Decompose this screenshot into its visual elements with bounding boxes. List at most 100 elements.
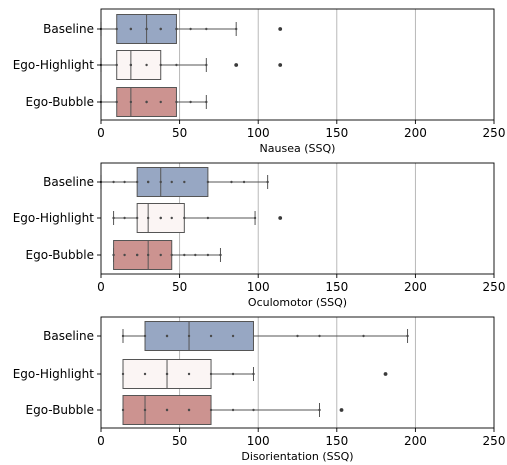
category-label: Ego-Highlight <box>13 58 95 72</box>
box-ego-highlight <box>99 50 283 80</box>
data-point <box>121 334 125 338</box>
x-tick-label: 0 <box>97 280 105 294</box>
box-ego-bubble <box>121 395 344 425</box>
data-point <box>143 334 147 338</box>
data-point <box>115 63 118 67</box>
box-baseline <box>99 167 269 197</box>
outlier-point <box>278 27 283 31</box>
box-ego-bubble <box>112 240 222 270</box>
data-point <box>129 63 133 67</box>
data-point <box>209 408 213 412</box>
data-point <box>318 334 321 338</box>
data-point <box>159 253 162 257</box>
chart-panel-3: Baseline Ego-Highlight Ego-Bubble 0 50 100 150… <box>13 316 506 463</box>
data-point <box>165 408 169 412</box>
data-point <box>112 253 115 257</box>
data-point <box>175 100 178 104</box>
x-tick-label: 0 <box>97 434 105 448</box>
x-tick-label: 50 <box>172 280 187 294</box>
data-point <box>159 216 162 220</box>
x-tick-label: 250 <box>483 280 506 294</box>
x-tick-label: 150 <box>325 126 348 140</box>
category-label: Baseline <box>43 175 94 189</box>
data-point <box>231 372 235 376</box>
x-tick-label: 100 <box>247 126 270 140</box>
data-point <box>135 180 139 184</box>
data-point <box>112 216 115 220</box>
box-baseline <box>121 321 409 351</box>
x-tick-label: 100 <box>247 280 270 294</box>
data-point <box>253 216 257 220</box>
x-tick-label: 150 <box>325 280 348 294</box>
box-iqr <box>113 240 173 270</box>
x-tick-label: 150 <box>325 434 348 448</box>
data-point <box>206 216 210 220</box>
data-point <box>123 216 126 220</box>
data-point <box>175 27 178 31</box>
x-tick-label: 0 <box>97 126 105 140</box>
outlier-point <box>234 63 239 67</box>
x-axis-label: Disorientation (SSQ) <box>241 450 353 463</box>
category-label: Ego-Bubble <box>26 403 94 417</box>
data-point <box>189 27 192 31</box>
data-point <box>123 180 126 184</box>
plot-frame <box>100 162 495 275</box>
data-point <box>296 334 299 338</box>
x-tick-label: 250 <box>483 126 506 140</box>
x-tick-label: 250 <box>483 434 506 448</box>
data-point <box>205 100 208 104</box>
outlier-point <box>339 408 344 412</box>
x-tick-label: 50 <box>172 126 187 140</box>
data-point <box>187 408 191 412</box>
data-point <box>234 27 238 31</box>
box-ego-bubble <box>99 87 208 117</box>
data-point <box>159 180 162 184</box>
data-point <box>252 408 255 412</box>
x-axis-label: Nausea (SSQ) <box>260 142 336 155</box>
category-label: Baseline <box>43 329 94 343</box>
plot-frame <box>100 316 495 429</box>
x-tick-label: 200 <box>404 280 427 294</box>
data-point <box>121 372 125 376</box>
box-ego-highlight <box>112 203 283 233</box>
box-iqr <box>144 321 254 351</box>
box-ego-highlight <box>121 359 388 389</box>
data-point <box>129 27 133 31</box>
data-point <box>252 372 255 376</box>
data-point <box>123 253 126 257</box>
data-point <box>143 408 147 412</box>
data-point <box>159 27 162 31</box>
data-point <box>189 100 192 104</box>
data-point <box>206 180 210 184</box>
category-label: Ego-Highlight <box>13 367 95 381</box>
data-point <box>242 180 246 184</box>
data-point <box>206 253 210 257</box>
data-point <box>318 408 321 412</box>
data-point <box>170 216 173 220</box>
data-point <box>159 100 162 104</box>
data-point <box>112 180 115 184</box>
category-label: Baseline <box>43 22 94 36</box>
data-point <box>146 216 150 220</box>
data-point <box>266 180 269 184</box>
chart-panel-2: Baseline Ego-Highlight Ego-Bubble 0 50 100 150… <box>13 162 506 309</box>
data-point <box>165 372 169 376</box>
data-point <box>231 334 235 338</box>
x-axis-label: Oculomotor (SSQ) <box>248 296 347 309</box>
box-iqr <box>116 50 162 80</box>
data-point <box>209 334 213 338</box>
data-point <box>159 63 162 67</box>
data-point <box>231 408 235 412</box>
data-point <box>170 253 173 257</box>
box-baseline <box>99 14 283 44</box>
category-label: Ego-Bubble <box>26 95 94 109</box>
chart-panel-1: Baseline Ego-Highlight Ego-Bubble 0 50 100 150… <box>13 8 506 155</box>
data-point <box>145 63 148 67</box>
category-label: Ego-Bubble <box>26 248 94 262</box>
data-point <box>230 180 233 184</box>
data-point <box>135 253 139 257</box>
data-point <box>143 372 147 376</box>
data-point <box>183 216 186 220</box>
data-point <box>115 27 118 31</box>
